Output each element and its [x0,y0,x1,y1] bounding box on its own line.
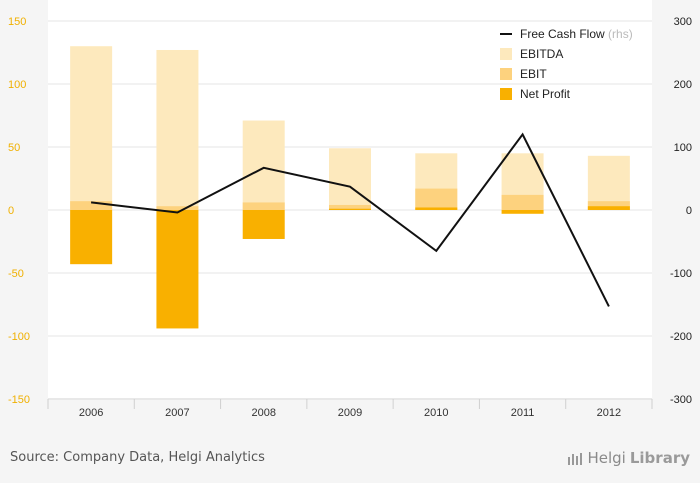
bar-ebit-2012 [587,201,630,210]
bar-net-profit-2009 [329,208,371,210]
x-tick-label: 2011 [511,407,535,419]
left-tick-label: 0 [8,205,14,217]
bar-net-profit-2010 [415,207,458,210]
bar-ebit-2006 [70,201,113,210]
brand-suffix: Library [629,449,690,467]
left-tick-label: -150 [8,394,30,406]
bar-net-profit-2011 [501,210,544,214]
bar-net-profit-2008 [242,210,285,239]
bar-ebit-2008 [242,202,285,210]
bar-ebit-2011 [501,194,544,210]
bar-net-profit-2006 [70,210,113,265]
left-tick-label: 50 [8,142,20,154]
right-tick-label: -300 [670,394,692,406]
right-tick-label: 100 [674,142,692,154]
legend-label-net-profit: Net Profit [520,87,571,101]
x-tick-label: 2008 [251,407,275,419]
left-tick-label: 100 [8,79,26,91]
right-axis: 300 200 100 0 -100 -200 -300 [670,16,692,406]
left-tick-label: -100 [8,331,30,343]
x-axis: 2006 2007 2008 2009 2010 2011 2012 [79,407,621,419]
x-tick-label: 2012 [597,407,621,419]
bar-ebitda-2009 [329,148,371,210]
right-tick-label: 0 [686,205,692,217]
bar-ebitda-2007 [156,49,199,211]
fcf-line [90,132,610,307]
bar-ebitda-2006 [70,46,113,211]
x-tick-label: 2010 [424,407,448,419]
brand-logo: Helgi Library [567,449,690,467]
legend-label-ebitda: EBITDA [520,47,563,61]
x-tick-label: 2009 [338,407,362,419]
legend-label-free-cash-flow: Free Cash Flow (rhs) [520,27,633,41]
source-note: Source: Company Data, Helgi Analytics [10,450,265,465]
right-tick-label: 200 [674,79,692,91]
bar-net-profit-2007 [156,210,199,329]
legend-swatch-net-profit [500,88,512,100]
bars [70,46,630,329]
left-tick-label: -50 [8,268,24,280]
x-tick-label: 2006 [79,407,103,419]
bar-ebitda-2008 [242,120,285,210]
x-tick-label: 2007 [165,407,189,419]
bar-ebitda-2012 [587,155,630,210]
bar-ebit-2007 [156,206,199,210]
right-tick-label: -200 [670,331,692,343]
brand-prefix: Helgi [587,449,626,467]
right-tick-label: -100 [670,268,692,280]
legend: Free Cash Flow (rhs) EBITDA EBIT Net Profit [500,27,633,101]
legend-swatch-ebit [500,68,512,80]
bar-ebit-2009 [329,204,371,210]
legend-label-ebit: EBIT [520,67,547,81]
left-axis: 150 100 50 0 -50 -100 -150 [8,16,30,406]
left-tick-label: 150 [8,16,26,28]
legend-swatch-ebitda [500,48,512,60]
legend-rhs-note: (rhs) [605,27,633,41]
right-tick-label: 300 [674,16,692,28]
bar-net-profit-2012 [587,206,630,210]
library-icon [568,453,583,465]
bar-ebit-2010 [415,188,458,210]
